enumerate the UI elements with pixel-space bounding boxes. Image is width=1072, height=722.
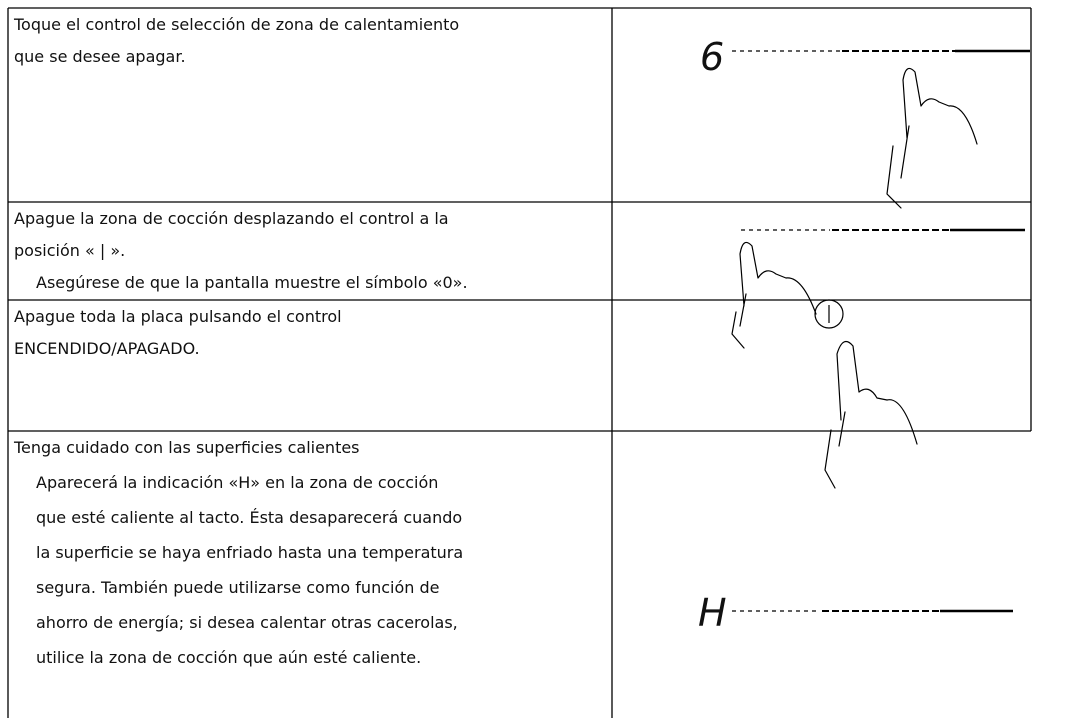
cell-note: ahorro de energía; si desea calentar otr… <box>36 613 458 632</box>
cell-text: Apague la zona de cocción desplazando el… <box>14 209 449 228</box>
power-illustration <box>814 299 918 489</box>
cell-note: utilice la zona de cocción que aún esté … <box>36 648 421 667</box>
cell-note: segura. También puede utilizarse como fu… <box>36 578 439 597</box>
display-letter: H <box>698 591 727 635</box>
cell-text: que se desee apagar. <box>14 47 186 66</box>
table-borders <box>7 7 1032 718</box>
cell-text: Apague toda la placa pulsando el control <box>14 307 342 326</box>
cell-text: Tenga cuidado con las superficies calien… <box>13 438 360 457</box>
cell-text: Toque el control de selección de zona de… <box>13 15 459 34</box>
display-digit: 6 <box>700 35 724 79</box>
cell-text: ENCENDIDO/APAGADO. <box>14 339 200 358</box>
cell-note: la superficie se haya enfriado hasta una… <box>36 543 463 562</box>
cell-text: posición « | ». <box>14 241 125 260</box>
cell-note: que esté caliente al tacto. Ésta desapar… <box>36 508 462 527</box>
cell-note: Asegúrese de que la pantalla muestre el … <box>36 273 468 292</box>
slider-illustration: 6 <box>700 35 1030 209</box>
cell-note: Aparecerá la indicación «H» en la zona d… <box>36 473 438 492</box>
hot-illustration: H <box>698 591 1013 635</box>
text-column: Toque el control de selección de zona de… <box>13 15 468 667</box>
slider-illustration <box>731 228 1025 349</box>
